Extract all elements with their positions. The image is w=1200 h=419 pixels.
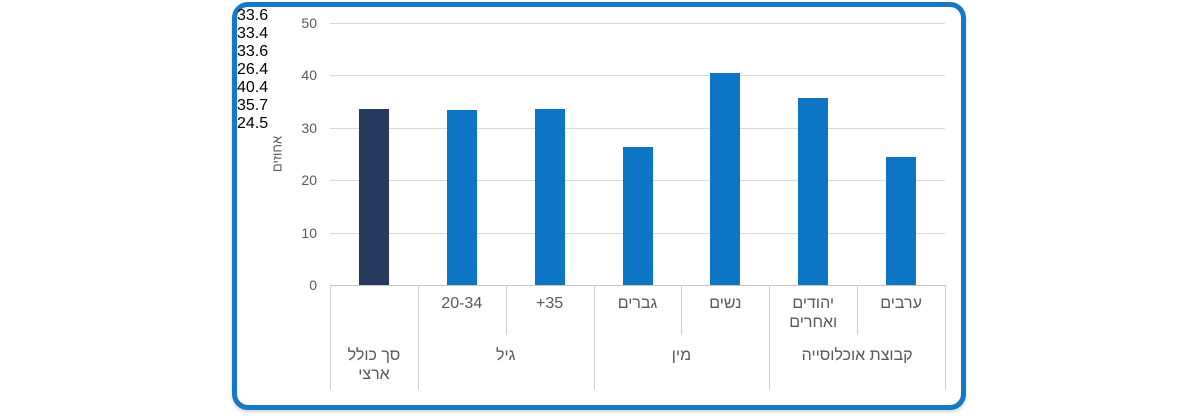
bar [446,109,477,285]
bar-data-label: 40.4 [237,79,269,96]
category-label: גברים [617,295,658,312]
bar [622,146,653,285]
category-subdivider [681,285,683,335]
bar-data-label: 33.6 [237,7,269,24]
bar [534,108,565,285]
bar-data-label: 33.6 [237,43,269,60]
bar-data-label: 26.4 [237,61,269,78]
x-axis-line [330,285,945,286]
category-divider [769,285,771,390]
category-label: נשים [709,295,742,312]
gridline [330,23,945,24]
category-label: ערבים [880,295,922,312]
category-group-label: מין [671,347,692,364]
bar-data-label: 33.4 [237,25,269,42]
category-group-label: קבוצת אוכלוסייה [801,347,913,364]
category-group-label: גיל [495,347,516,364]
bar [798,97,829,285]
category-divider [945,285,946,390]
y-tick-label: 40 [301,67,317,84]
bar [710,73,741,285]
y-tick-label: 0 [309,277,317,293]
category-label: +35 [536,295,564,312]
category-divider [330,285,331,390]
gridline [330,127,945,129]
category-label: 20-34 [441,295,483,312]
y-tick-label: 20 [301,172,317,189]
y-tick-label: 50 [301,15,317,31]
plot-area: אחוזים 0 10 20 30 40 50 33.6 33.4 33.6 26.4 40.4 35… [237,7,961,405]
category-subdivider [505,285,507,335]
gridline [330,75,945,77]
category-subdivider [857,285,859,335]
category-divider [417,285,419,390]
category-group-label: סך כולל ארצי [347,347,401,383]
chart-card: אחוזים 0 10 20 30 40 50 33.6 33.4 33.6 26.4 40.4 35… [232,2,966,410]
category-divider [593,285,595,390]
y-tick-label: 10 [301,224,317,241]
bar-data-label: 35.7 [237,97,269,114]
bar [886,156,917,285]
bar-highlight [358,108,389,285]
category-label: יהודים ואחרים [789,295,838,331]
y-axis-title: אחוזים [269,135,285,173]
y-tick-label: 30 [301,119,317,136]
bar-data-label: 24.5 [237,115,269,132]
